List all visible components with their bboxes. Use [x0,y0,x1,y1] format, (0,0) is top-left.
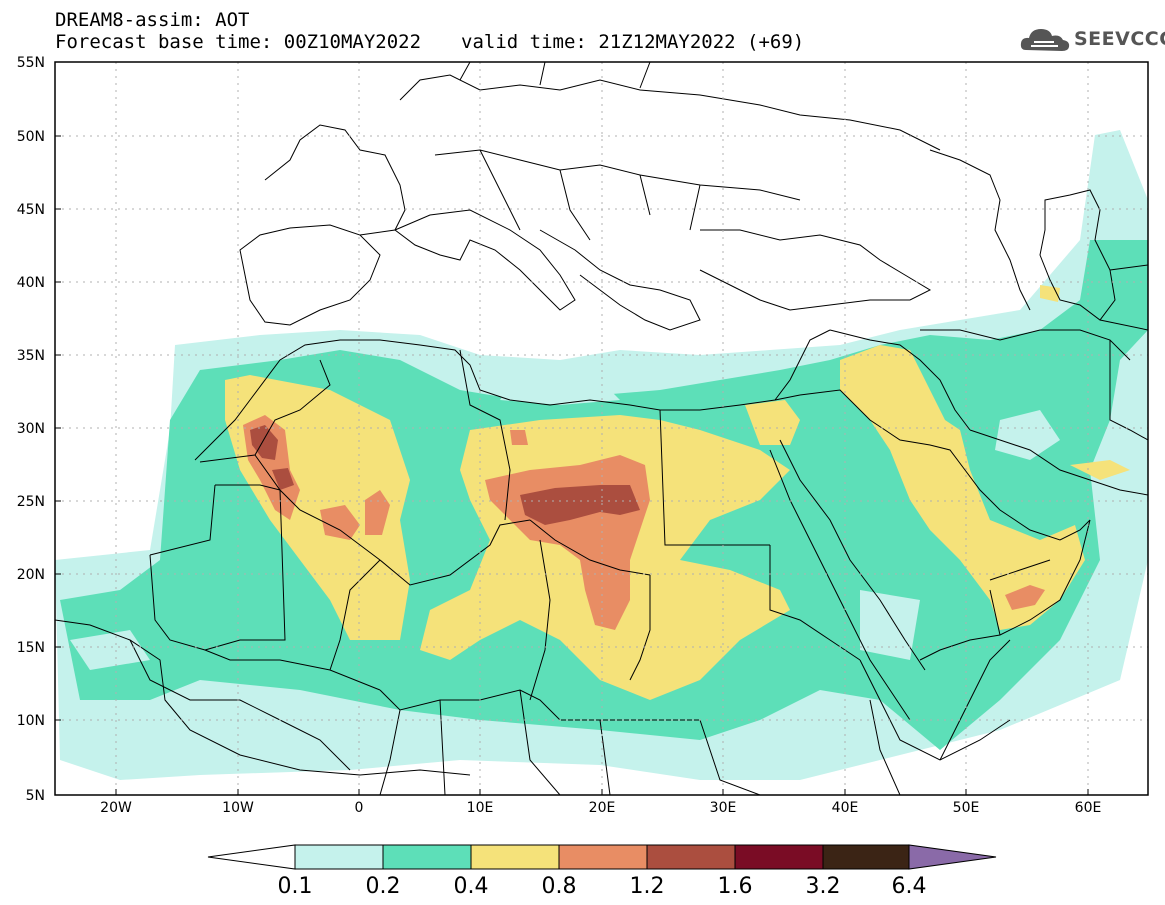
lon-label-0: 0 [355,800,364,816]
time-info: Forecast base time: 00Z10MAY2022 valid ti… [55,31,804,53]
lon-label-40e: 40E [832,800,859,816]
lat-label-20n: 20N [17,567,45,583]
lon-label-60e: 60E [1075,800,1102,816]
colorbar-labels: 0.1 0.2 0.4 0.8 1.2 1.6 3.2 6.4 [278,874,927,899]
colorbar-bin-2 [382,844,472,870]
colorbar-bin-7 [822,844,910,870]
lat-label-10n: 10N [17,713,45,729]
lat-label-25n: 25N [17,494,45,510]
cb-label-3-2: 3.2 [806,874,841,899]
lon-label-20w: 20W [100,800,132,816]
latitude-labels: 55N 50N 45N 40N 35N 30N 25N 20N 15N 10N … [17,55,45,804]
base-time: Forecast base time: 00Z10MAY2022 [55,31,422,53]
valid-time: valid time: 21Z12MAY2022 (+69) [461,31,805,53]
cb-label-1-6: 1.6 [718,874,753,899]
cb-label-0-8: 0.8 [542,874,577,899]
cb-label-1-2: 1.2 [630,874,665,899]
lat-label-15n: 15N [17,640,45,656]
lat-label-45n: 45N [17,202,45,218]
longitude-labels: 20W 10W 0 10E 20E 30E 40E 50E 60E [100,800,1101,816]
colorbar-bin-6 [734,844,824,870]
lon-label-10w: 10W [222,800,254,816]
lon-label-50e: 50E [953,800,980,816]
logo-text: SEEVCCC [1074,28,1165,50]
colorbar-bin-1 [294,844,384,870]
colorbar-bin-5 [646,844,736,870]
graticule [55,62,1148,795]
lat-label-30n: 30N [17,421,45,437]
lat-label-5n: 5N [26,788,45,804]
lat-label-55n: 55N [17,55,45,71]
colorbar [207,844,997,870]
axis-ticks [55,61,1089,795]
lon-label-20e: 20E [589,800,616,816]
colorbar-high-arrow [908,844,997,870]
cb-label-0-1: 0.1 [278,874,313,899]
cloud-icon [1020,29,1070,51]
cb-label-0-2: 0.2 [366,874,401,899]
cb-label-6-4: 6.4 [892,874,927,899]
boundaries [55,62,1148,795]
lat-label-50n: 50N [17,129,45,145]
cb-label-0-4: 0.4 [454,874,489,899]
lon-label-10e: 10E [467,800,494,816]
lat-label-40n: 40N [17,275,45,291]
colorbar-low-arrow [207,844,296,870]
colorbar-bin-4 [558,844,648,870]
lat-label-35n: 35N [17,348,45,364]
colorbar-bin-3 [470,844,560,870]
product-title: DREAM8-assim: AOT [55,9,250,31]
lon-label-30e: 30E [710,800,737,816]
seevccc-logo: SEEVCCC [1018,22,1165,58]
